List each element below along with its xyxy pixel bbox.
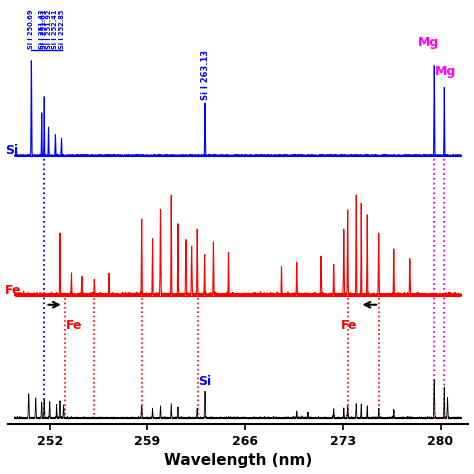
Text: Fe: Fe [341,319,357,332]
Text: Si I 252.41: Si I 252.41 [53,9,58,48]
Text: Si I 251.61: Si I 251.61 [41,9,47,48]
Text: Si I 251.43: Si I 251.43 [39,9,45,48]
Text: Mg: Mg [418,36,439,48]
Text: Si I 263.13: Si I 263.13 [201,50,210,100]
Text: Fe: Fe [5,284,21,297]
Text: Si: Si [5,144,18,157]
X-axis label: Wavelength (nm): Wavelength (nm) [164,454,312,468]
Text: Si I 252.85: Si I 252.85 [58,9,64,48]
Text: Si: Si [199,375,211,388]
Text: Si I 251.92: Si I 251.92 [46,9,52,48]
Text: Si I 250.69: Si I 250.69 [28,9,35,48]
Text: Fe: Fe [66,319,82,332]
Text: Mg: Mg [435,64,456,78]
